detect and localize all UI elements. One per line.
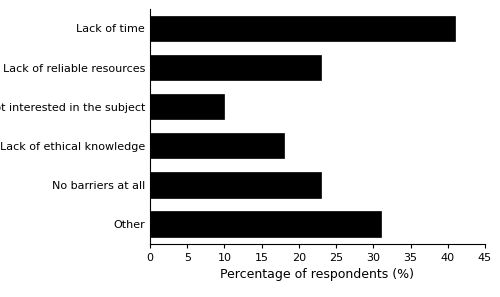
- Bar: [150, 94, 224, 119]
- X-axis label: Percentage of respondents (%): Percentage of respondents (%): [220, 268, 414, 281]
- Bar: [150, 133, 284, 159]
- Bar: [150, 55, 321, 80]
- Bar: [150, 211, 381, 237]
- Bar: [150, 16, 455, 41]
- Bar: [150, 172, 321, 198]
